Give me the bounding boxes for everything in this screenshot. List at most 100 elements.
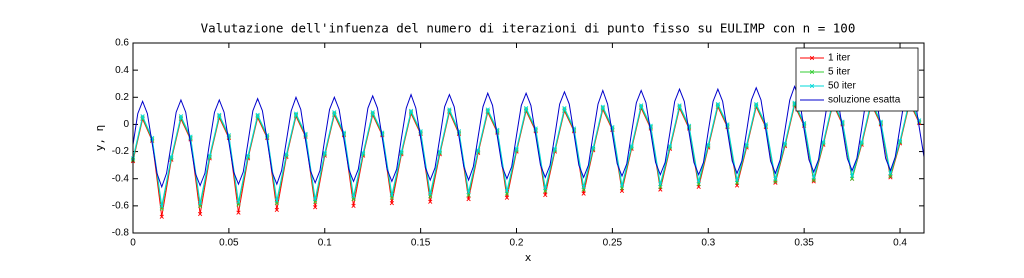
y-tick-label: 0.4 — [115, 65, 129, 76]
marker — [476, 148, 481, 153]
marker — [859, 139, 864, 145]
marker — [677, 103, 682, 108]
marker — [351, 194, 356, 199]
y-axis-label: y, η — [93, 125, 106, 152]
x-tick-label: 0 — [130, 238, 136, 249]
y-tick-label: -0.4 — [112, 173, 130, 184]
marker — [428, 199, 433, 204]
marker — [543, 186, 548, 191]
marker — [734, 177, 740, 183]
marker — [245, 153, 251, 158]
marker — [313, 205, 318, 210]
marker — [600, 104, 605, 109]
legend: 1 iter 5 iter 50 iter soluzione esatta — [795, 47, 919, 112]
marker — [169, 154, 174, 160]
marker — [809, 83, 815, 89]
marker — [159, 203, 164, 208]
x-tick-label: 0.25 — [603, 238, 623, 249]
x-tick-label: 0.35 — [794, 238, 814, 249]
marker — [255, 112, 260, 118]
marker — [159, 214, 164, 219]
marker — [466, 196, 471, 202]
marker — [408, 108, 414, 113]
legend-label: 1 iter — [828, 53, 851, 64]
marker — [809, 55, 815, 61]
marker — [552, 146, 557, 151]
marker — [849, 173, 855, 179]
marker — [360, 150, 366, 156]
legend-label: soluzione esatta — [828, 95, 901, 106]
marker — [466, 190, 471, 195]
marker — [591, 145, 596, 150]
marker — [284, 152, 289, 157]
marker — [399, 149, 404, 154]
marker — [562, 106, 567, 111]
marker — [658, 182, 663, 187]
x-tick-label: 0.05 — [219, 238, 239, 249]
plot-frame — [132, 42, 925, 234]
y-tick-label: -0.6 — [112, 200, 130, 211]
marker — [715, 101, 720, 107]
marker — [197, 211, 203, 217]
y-tick-label: -0.2 — [112, 146, 130, 157]
marker — [504, 188, 510, 194]
legend-label: 50 iter — [828, 81, 856, 92]
x-tick-label: 0.3 — [701, 238, 715, 249]
legend-label: 5 iter — [828, 67, 851, 78]
x-tick-label: 0.1 — [318, 238, 332, 249]
series-line — [132, 82, 925, 189]
chart-title: Valutazione dell'infuenza del numero di … — [201, 21, 856, 36]
marker — [888, 171, 893, 176]
y-tick-label: -0.8 — [112, 228, 130, 239]
marker — [485, 107, 490, 112]
marker — [274, 198, 279, 203]
marker — [351, 203, 356, 208]
x-tick-label: 0.2 — [510, 238, 524, 249]
marker — [313, 196, 318, 202]
marker — [897, 138, 903, 143]
marker — [428, 191, 433, 196]
marker — [809, 69, 815, 75]
marker — [523, 106, 529, 111]
marker — [581, 184, 586, 189]
marker — [447, 107, 452, 112]
marker — [629, 144, 634, 149]
marker — [706, 142, 711, 147]
marker — [207, 153, 212, 158]
marker — [293, 111, 299, 116]
y-tick-label: 0.2 — [115, 92, 129, 103]
marker — [178, 114, 184, 119]
marker — [821, 139, 826, 145]
marker — [504, 195, 510, 200]
marker — [236, 210, 241, 215]
marker — [140, 114, 145, 119]
marker — [696, 179, 701, 184]
marker — [744, 142, 749, 147]
x-tick-label: 0.4 — [893, 238, 907, 249]
marker — [639, 103, 644, 108]
marker — [782, 141, 788, 146]
marker — [389, 192, 394, 198]
marker — [332, 110, 337, 115]
marker — [619, 183, 625, 188]
marker — [236, 199, 241, 204]
y-tick-label: 0 — [123, 119, 129, 130]
marker — [667, 144, 673, 149]
marker — [197, 201, 203, 206]
marker — [389, 201, 394, 206]
marker — [773, 176, 778, 181]
marker — [322, 150, 327, 156]
marker — [274, 207, 279, 213]
x-axis-label: x — [525, 251, 532, 264]
x-tick-label: 0.15 — [411, 238, 431, 249]
marker — [811, 175, 816, 180]
marker — [217, 112, 222, 118]
marker — [543, 192, 548, 198]
marker — [773, 180, 778, 185]
marker — [754, 101, 759, 107]
marker — [437, 149, 442, 154]
marker — [370, 110, 375, 115]
y-tick-label: 0.6 — [115, 38, 129, 49]
